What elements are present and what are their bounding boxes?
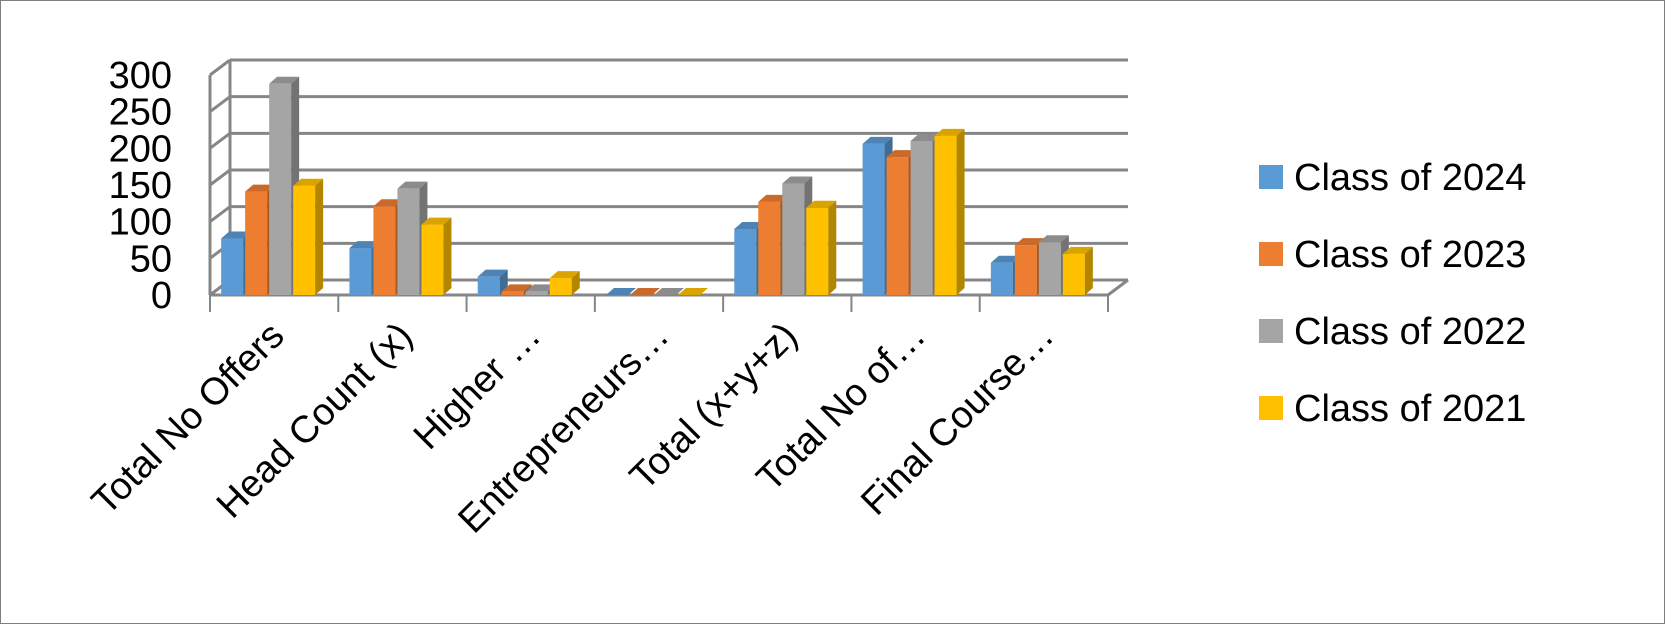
grid-layer [208, 58, 1129, 297]
gridline-depth [209, 58, 231, 77]
bar [293, 178, 324, 295]
bar [934, 128, 965, 295]
legend-swatch [1259, 396, 1283, 420]
y-tick-label: 200 [109, 128, 172, 170]
bar [654, 288, 684, 295]
floor-edge [1107, 278, 1129, 297]
legend-swatch [1259, 242, 1283, 266]
bar [549, 271, 580, 295]
y-tick-label: 250 [109, 92, 172, 134]
legend-label: Class of 2023 [1294, 234, 1526, 276]
legend: Class of 2024 Class of 2023 Class of 2022 C… [1259, 157, 1526, 430]
y-tick-label: 300 [109, 55, 172, 97]
bar [806, 200, 837, 295]
bar [421, 217, 452, 295]
gridline-depth [209, 205, 231, 223]
y-tick-label: 100 [109, 202, 172, 244]
legend-swatch [1259, 165, 1283, 189]
legend-label: Class of 2021 [1294, 388, 1526, 430]
bar [606, 288, 636, 295]
bar [1062, 246, 1093, 295]
y-tick-label: 50 [130, 238, 172, 280]
bar [678, 288, 708, 295]
legend-label: Class of 2024 [1294, 157, 1526, 199]
legend-label: Class of 2022 [1294, 311, 1526, 353]
gridline-depth [209, 168, 231, 187]
gridline-depth [209, 95, 231, 113]
gridline-depth [209, 132, 231, 150]
legend-swatch [1259, 319, 1283, 343]
bar [630, 288, 660, 295]
bars-layer [221, 76, 1093, 295]
y-tick-label: 0 [151, 275, 172, 317]
y-tick-label: 150 [109, 165, 172, 207]
